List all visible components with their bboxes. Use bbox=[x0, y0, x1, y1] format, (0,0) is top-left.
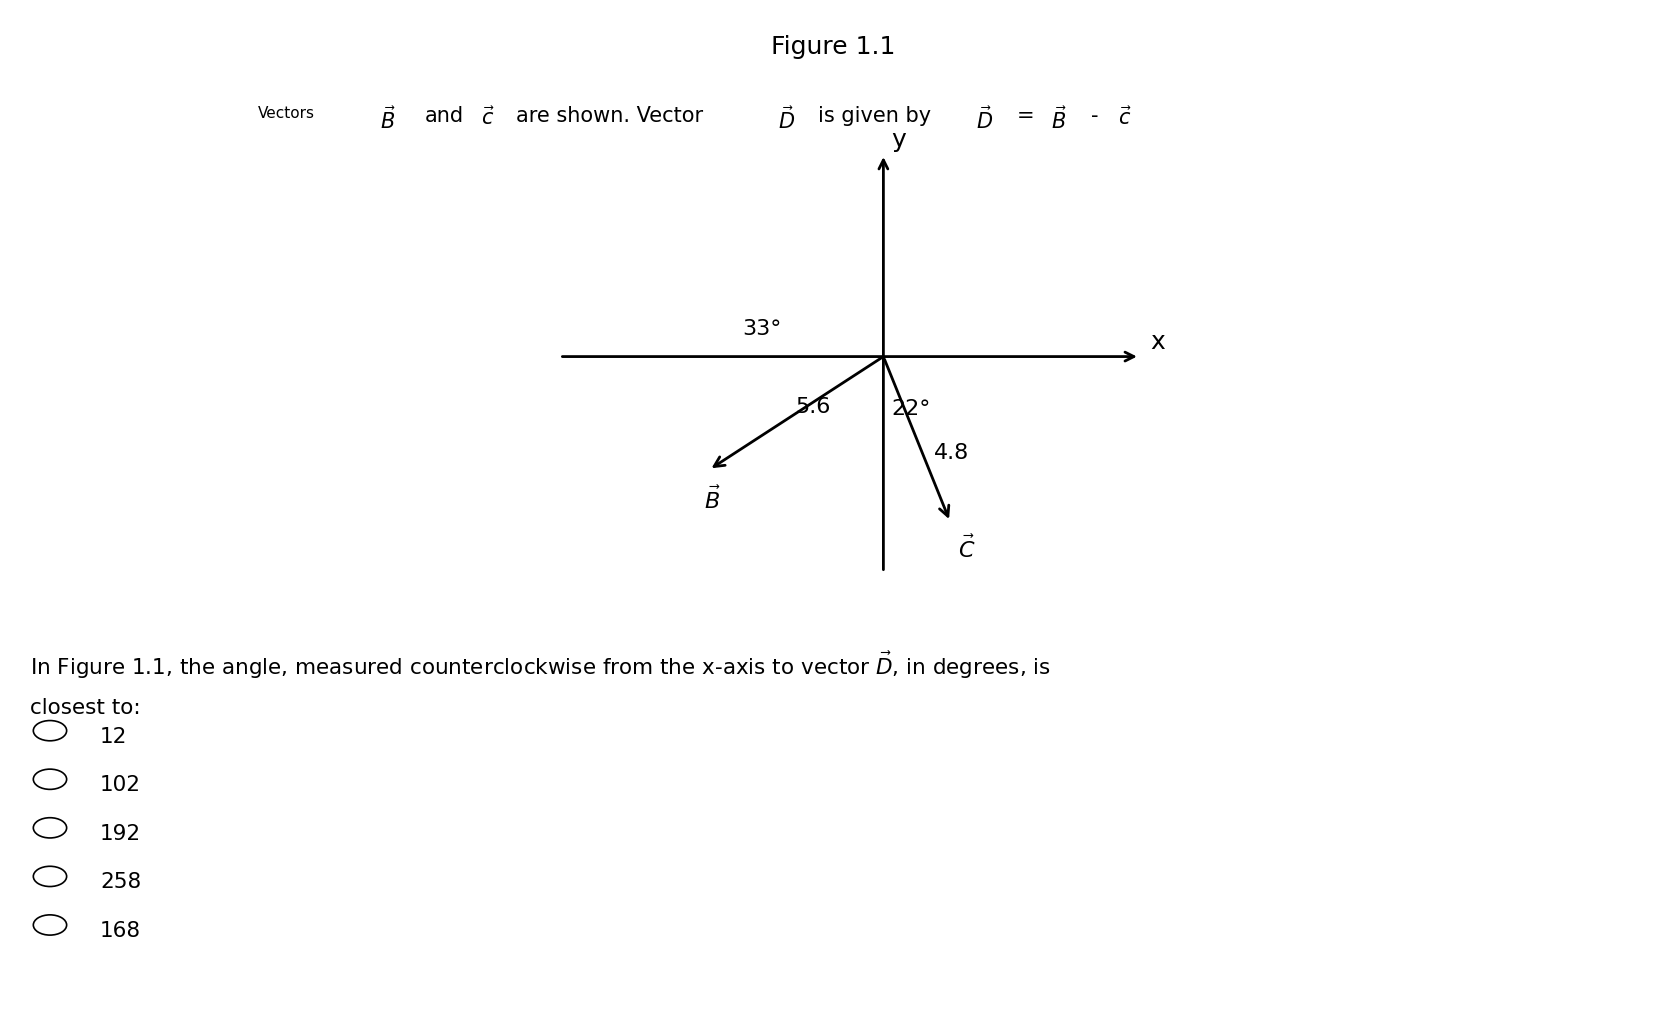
Text: are shown. Vector: are shown. Vector bbox=[516, 106, 703, 126]
Text: is given by: is given by bbox=[818, 106, 931, 126]
Text: y: y bbox=[891, 127, 906, 152]
Text: x: x bbox=[1150, 330, 1165, 354]
Text: $\vec{B}$: $\vec{B}$ bbox=[380, 106, 397, 132]
Text: $\vec{D}$: $\vec{D}$ bbox=[976, 106, 993, 132]
Text: closest to:: closest to: bbox=[30, 698, 140, 718]
Text: $\vec{C}$: $\vec{C}$ bbox=[958, 535, 976, 561]
Text: $\vec{D}$: $\vec{D}$ bbox=[778, 106, 795, 132]
Text: 22°: 22° bbox=[891, 399, 931, 419]
Text: $\vec{B}$: $\vec{B}$ bbox=[1051, 106, 1068, 132]
Text: 12: 12 bbox=[100, 726, 127, 746]
Text: 5.6: 5.6 bbox=[796, 397, 831, 417]
Text: 192: 192 bbox=[100, 823, 142, 843]
Text: Figure 1.1: Figure 1.1 bbox=[771, 35, 895, 60]
Text: Vectors: Vectors bbox=[258, 106, 315, 121]
Text: 4.8: 4.8 bbox=[933, 443, 970, 463]
Text: 258: 258 bbox=[100, 871, 142, 892]
Text: $\vec{c}$: $\vec{c}$ bbox=[1118, 106, 1131, 129]
Text: =: = bbox=[1016, 106, 1035, 126]
Text: -: - bbox=[1091, 106, 1100, 126]
Text: In Figure 1.1, the angle, measured counterclockwise from the x-axis to vector $\: In Figure 1.1, the angle, measured count… bbox=[30, 649, 1051, 680]
Text: 33°: 33° bbox=[743, 318, 781, 339]
Text: 168: 168 bbox=[100, 920, 142, 940]
Text: $\vec{B}$: $\vec{B}$ bbox=[705, 485, 721, 513]
Text: and: and bbox=[425, 106, 463, 126]
Text: 102: 102 bbox=[100, 774, 142, 795]
Text: $\vec{c}$: $\vec{c}$ bbox=[481, 106, 495, 129]
